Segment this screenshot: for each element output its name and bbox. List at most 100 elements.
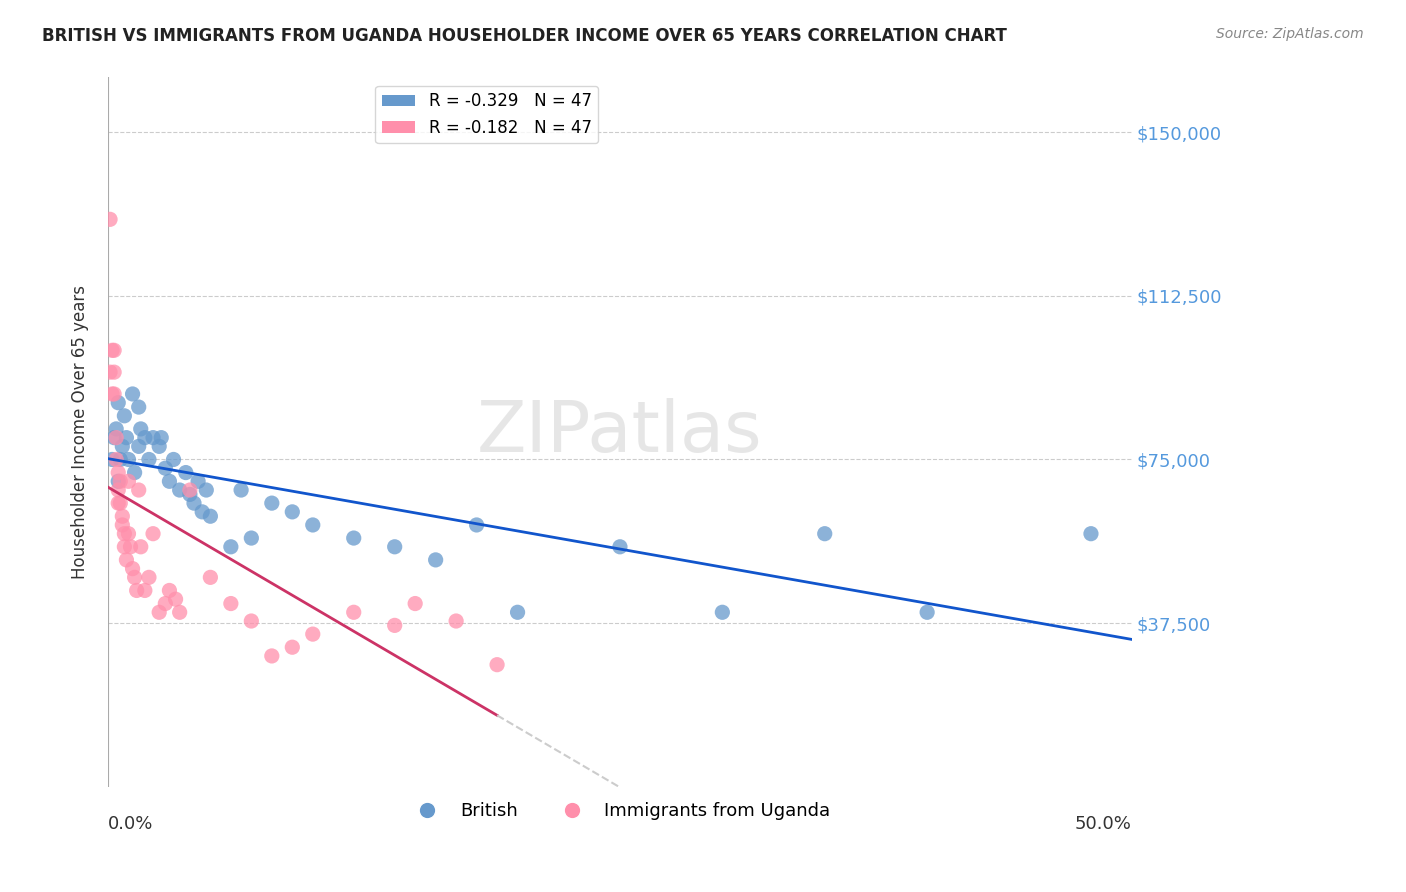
- Point: [506, 605, 529, 619]
- Point: [240, 614, 263, 628]
- Point: [107, 475, 129, 489]
- Point: [165, 592, 187, 607]
- Point: [138, 452, 160, 467]
- Point: [107, 466, 129, 480]
- Point: [134, 431, 156, 445]
- Point: [103, 387, 125, 401]
- Point: [128, 439, 150, 453]
- Point: [814, 526, 837, 541]
- Point: [179, 487, 201, 501]
- Point: [155, 461, 177, 475]
- Point: [465, 518, 488, 533]
- Text: 0.0%: 0.0%: [108, 815, 153, 833]
- Point: [486, 657, 509, 672]
- Point: [142, 526, 165, 541]
- Point: [111, 509, 134, 524]
- Point: [101, 387, 124, 401]
- Point: [115, 431, 138, 445]
- Point: [105, 452, 128, 467]
- Point: [301, 627, 323, 641]
- Text: BRITISH VS IMMIGRANTS FROM UGANDA HOUSEHOLDER INCOME OVER 65 YEARS CORRELATION C: BRITISH VS IMMIGRANTS FROM UGANDA HOUSEH…: [42, 27, 1007, 45]
- Point: [117, 452, 139, 467]
- Point: [343, 531, 366, 545]
- Point: [105, 431, 128, 445]
- Point: [343, 605, 366, 619]
- Point: [124, 466, 146, 480]
- Point: [129, 540, 152, 554]
- Text: ZIPatlas: ZIPatlas: [477, 398, 763, 467]
- Point: [169, 605, 191, 619]
- Point: [150, 431, 173, 445]
- Point: [121, 387, 143, 401]
- Point: [134, 583, 156, 598]
- Point: [384, 540, 406, 554]
- Point: [191, 505, 214, 519]
- Point: [384, 618, 406, 632]
- Point: [195, 483, 218, 497]
- Point: [260, 648, 283, 663]
- Point: [98, 212, 121, 227]
- Point: [120, 540, 142, 554]
- Point: [404, 597, 426, 611]
- Point: [260, 496, 283, 510]
- Point: [155, 597, 177, 611]
- Point: [240, 531, 263, 545]
- Point: [219, 540, 242, 554]
- Point: [112, 540, 135, 554]
- Y-axis label: Householder Income Over 65 years: Householder Income Over 65 years: [72, 285, 89, 579]
- Point: [915, 605, 938, 619]
- Point: [200, 570, 222, 584]
- Point: [107, 395, 129, 409]
- Point: [101, 452, 124, 467]
- Point: [110, 452, 132, 467]
- Point: [110, 496, 132, 510]
- Point: [110, 475, 132, 489]
- Point: [281, 640, 304, 655]
- Point: [425, 553, 447, 567]
- Point: [138, 570, 160, 584]
- Point: [142, 431, 165, 445]
- Point: [101, 343, 124, 358]
- Point: [159, 583, 181, 598]
- Point: [103, 431, 125, 445]
- Point: [115, 553, 138, 567]
- Point: [112, 526, 135, 541]
- Point: [200, 509, 222, 524]
- Point: [301, 518, 323, 533]
- Point: [148, 605, 170, 619]
- Point: [219, 597, 242, 611]
- Point: [124, 570, 146, 584]
- Point: [444, 614, 467, 628]
- Point: [111, 518, 134, 533]
- Point: [129, 422, 152, 436]
- Point: [111, 439, 134, 453]
- Point: [609, 540, 631, 554]
- Legend: British, Immigrants from Uganda: British, Immigrants from Uganda: [402, 795, 838, 828]
- Point: [169, 483, 191, 497]
- Point: [107, 496, 129, 510]
- Point: [117, 475, 139, 489]
- Point: [103, 365, 125, 379]
- Text: Source: ZipAtlas.com: Source: ZipAtlas.com: [1216, 27, 1364, 41]
- Text: 50.0%: 50.0%: [1076, 815, 1132, 833]
- Point: [112, 409, 135, 423]
- Point: [98, 365, 121, 379]
- Point: [121, 561, 143, 575]
- Point: [711, 605, 734, 619]
- Point: [187, 475, 209, 489]
- Point: [103, 343, 125, 358]
- Point: [128, 483, 150, 497]
- Point: [183, 496, 205, 510]
- Point: [159, 475, 181, 489]
- Point: [1080, 526, 1102, 541]
- Point: [125, 583, 148, 598]
- Point: [105, 422, 128, 436]
- Point: [148, 439, 170, 453]
- Point: [107, 483, 129, 497]
- Point: [281, 505, 304, 519]
- Point: [174, 466, 197, 480]
- Point: [128, 400, 150, 414]
- Point: [117, 526, 139, 541]
- Point: [179, 483, 201, 497]
- Point: [229, 483, 252, 497]
